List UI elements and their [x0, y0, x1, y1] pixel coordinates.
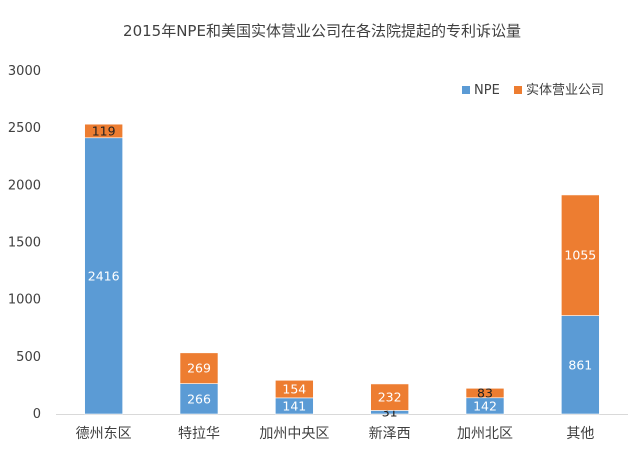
x-category-label: 新泽西 — [369, 426, 411, 442]
legend: NPE 实体营业公司 — [462, 83, 604, 98]
x-category-label: 加州北区 — [457, 426, 513, 442]
y-tick-label: 1500 — [8, 236, 41, 251]
data-label: 142 — [473, 398, 497, 413]
y-tick-label: 2000 — [8, 178, 41, 193]
data-label: 1055 — [564, 248, 596, 263]
x-axis: 德州东区 特拉华 加州中央区 新泽西 加州北区 其他 — [56, 414, 628, 442]
bar-company — [84, 123, 123, 139]
bar-company — [561, 194, 600, 316]
bar-npe — [561, 315, 600, 415]
y-tick-label: 0 — [33, 407, 41, 422]
legend-swatch-company — [514, 86, 522, 94]
legend-swatch-npe — [462, 86, 470, 94]
data-label: 861 — [568, 357, 592, 372]
data-label: 266 — [187, 391, 211, 406]
chart-title: 2015年NPE和美国实体营业公司在各法院提起的专利诉讼量 — [123, 22, 521, 40]
bar-npe — [179, 383, 219, 415]
data-label: 83 — [477, 386, 493, 401]
data-label: 119 — [92, 123, 116, 138]
x-category-label: 德州东区 — [76, 426, 132, 442]
y-tick-label: 1000 — [8, 293, 41, 308]
data-label: 141 — [282, 398, 306, 413]
bar-company — [465, 387, 505, 399]
data-label: 2416 — [88, 268, 120, 283]
x-category-label: 其他 — [566, 426, 594, 442]
bar-company — [370, 383, 409, 411]
y-tick-label: 500 — [16, 350, 41, 365]
x-category-label: 加州中央区 — [259, 426, 329, 442]
y-axis: 0 500 1000 1500 2000 2500 3000 — [8, 64, 41, 422]
data-label: 232 — [378, 390, 402, 405]
legend-label-company: 实体营业公司 — [526, 83, 604, 98]
y-tick-label: 2500 — [8, 121, 41, 136]
bar-company — [179, 352, 219, 384]
bar-company — [275, 379, 314, 399]
y-tick-label: 3000 — [8, 64, 41, 79]
x-category-label: 特拉华 — [178, 426, 220, 442]
bar-npe — [84, 137, 123, 415]
data-label: 269 — [187, 361, 211, 376]
data-label: 154 — [282, 382, 306, 397]
legend-label-npe: NPE — [474, 83, 500, 98]
